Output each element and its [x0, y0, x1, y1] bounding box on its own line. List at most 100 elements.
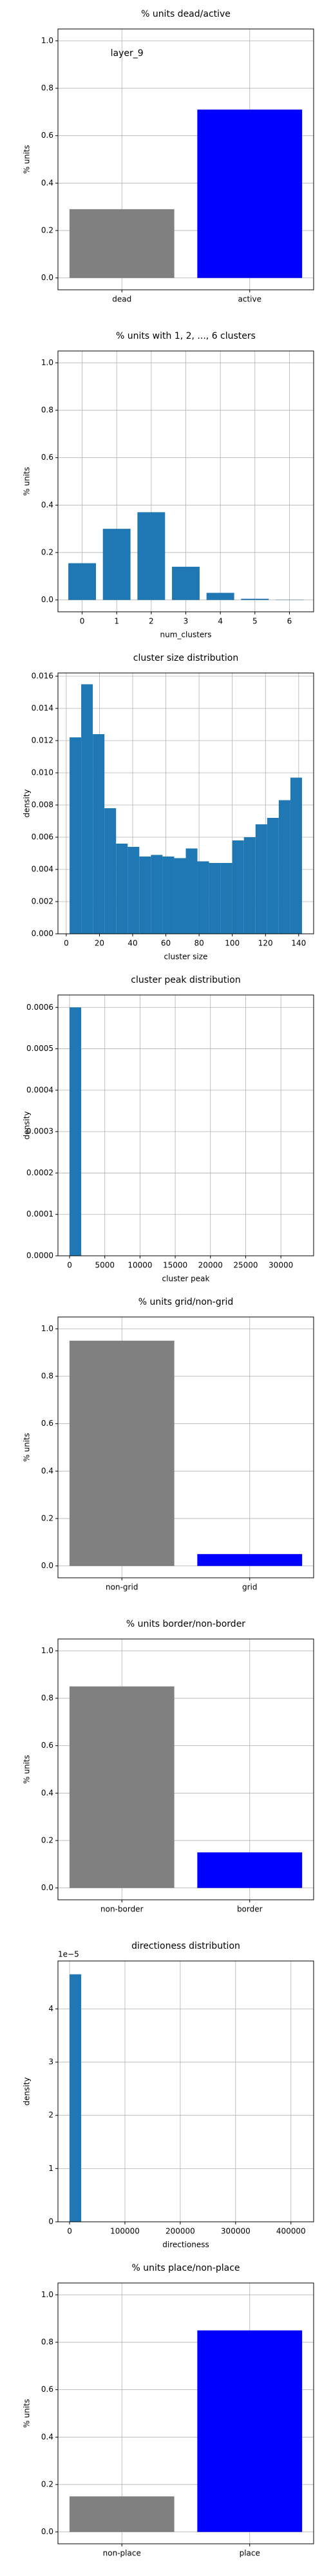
x-axis-label: num_clusters [160, 630, 212, 639]
x-tick-label: 3 [184, 617, 189, 626]
y-tick-label: 0.8 [41, 84, 53, 93]
y-tick-label: 1.0 [41, 2290, 53, 2299]
bar [206, 592, 234, 600]
y-tick-label: 1.0 [41, 36, 53, 45]
y-tick-label: 0.8 [41, 2338, 53, 2347]
y-tick-label: 0.2 [41, 225, 53, 234]
y-tick-label: 0.006 [32, 833, 53, 842]
y-tick-label: 0.0004 [26, 1085, 53, 1094]
bar [102, 529, 131, 600]
y-tick-label: 0.2 [41, 1835, 53, 1844]
y-tick-label: 0.0 [41, 2527, 53, 2536]
y-tick-label: 0.6 [41, 131, 53, 140]
histogram-bar [70, 1974, 82, 2222]
y-axis-label: % units [23, 467, 32, 496]
y-tick-label: 0.2 [41, 547, 53, 556]
y-tick-label: 0.0 [41, 1561, 53, 1570]
histogram-bar [220, 863, 232, 934]
x-tick-label: 6 [287, 617, 292, 626]
axes-frame [57, 672, 314, 934]
x-tick-label: 120 [258, 939, 273, 948]
y-tick-label: 0.000 [32, 929, 53, 938]
x-tick-label: dead [112, 295, 131, 304]
subplot: directioness distribution density directio… [23, 1941, 314, 2249]
histogram-bar [162, 857, 175, 934]
y-tick-label: 0.4 [41, 1466, 53, 1475]
histogram-bar [267, 818, 279, 934]
subplot: % units border/non-border % units 0.0 0.2 0.… [23, 1619, 314, 1914]
x-tick-label: 100 [225, 939, 240, 948]
x-tick-label: 5000 [95, 1261, 115, 1270]
y-tick-label: 1 [48, 2164, 53, 2173]
y-tick-label: 0.2 [41, 1513, 53, 1522]
x-tick-label: 25000 [233, 1261, 258, 1270]
y-tick-label: 0.008 [32, 800, 53, 810]
x-tick-label: 2 [149, 617, 154, 626]
bar [197, 109, 303, 278]
histogram-bar [278, 800, 290, 934]
x-tick-label: 1 [114, 617, 119, 626]
bar [68, 563, 97, 600]
y-tick-label: 1.0 [41, 358, 53, 367]
bar [241, 598, 269, 600]
y-tick-label: 0.6 [41, 1741, 53, 1750]
bar [137, 512, 166, 600]
y-tick-label: 1.0 [41, 1646, 53, 1655]
y-tick-label: 0.4 [41, 500, 53, 509]
bar [197, 2330, 303, 2532]
x-tick-label: 0 [64, 939, 69, 948]
subplot: % units with 1, 2, ..., 6 clusters % unit… [23, 331, 314, 639]
axes-frame [57, 2282, 314, 2544]
histogram-bar [128, 847, 140, 934]
histogram-bar [185, 848, 198, 934]
y-tick-label: 1.0 [41, 1324, 53, 1333]
x-tick-label: 60 [161, 939, 171, 948]
y-tick-label: 0.0 [41, 595, 53, 604]
x-axis-label: directioness [162, 2240, 209, 2249]
chart-title: % units dead/active [141, 9, 231, 19]
y-tick-label: 0.016 [32, 672, 53, 681]
x-tick-label: 0 [67, 2227, 72, 2236]
histogram-bar [104, 808, 117, 934]
x-tick-label: 140 [291, 939, 306, 948]
x-tick-label: grid [242, 1583, 258, 1592]
y-axis-label: density [23, 2078, 32, 2106]
x-tick-label: 400000 [276, 2227, 306, 2236]
y-tick-label: 0.8 [41, 1694, 53, 1703]
x-tick-label: active [238, 295, 261, 304]
x-axis-label: cluster peak [162, 1274, 210, 1283]
x-tick-label: 20000 [198, 1261, 223, 1270]
x-tick-label: 80 [194, 939, 204, 948]
x-tick-label: 100000 [110, 2227, 140, 2236]
y-tick-label: 0.0002 [26, 1168, 53, 1177]
y-tick-label: 4 [48, 2004, 53, 2013]
histogram-bar [93, 734, 105, 934]
x-tick-label: 4 [218, 617, 223, 626]
y-offset-label: 1e−5 [58, 1950, 79, 1959]
y-tick-label: 3 [48, 2058, 53, 2067]
histogram-bar [197, 861, 209, 934]
x-tick-label: 10000 [128, 1261, 152, 1270]
x-tick-label: 200000 [166, 2227, 195, 2236]
y-axis-label: % units [23, 2399, 32, 2428]
bar [69, 1686, 175, 1888]
chart-title: directioness distribution [131, 1941, 240, 1951]
y-tick-label: 0.4 [41, 2432, 53, 2441]
subplot: % units dead/active % units 0.0 0.2 0.4 0.6 0.… [23, 9, 314, 304]
y-tick-label: 0.010 [32, 768, 53, 777]
x-tick-label: 5 [252, 617, 258, 626]
axes-frame [57, 1960, 314, 2222]
y-tick-label: 0.0 [41, 1883, 53, 1892]
x-tick-label: non-place [103, 2549, 141, 2558]
axes-frame [57, 350, 314, 612]
y-tick-label: 0.014 [32, 704, 53, 713]
x-tick-label: 40 [128, 939, 137, 948]
chart-title: % units place/non-place [131, 2263, 240, 2273]
x-tick-label: non-grid [106, 1583, 138, 1592]
bar [197, 1852, 303, 1888]
subplot: % units grid/non-grid % units 0.0 0.2 0.4 0.6… [23, 1297, 314, 1592]
histogram-bar [151, 855, 163, 934]
bar [197, 1554, 303, 1566]
y-tick-label: 0.0 [41, 273, 53, 282]
x-tick-label: 0 [67, 1261, 72, 1270]
